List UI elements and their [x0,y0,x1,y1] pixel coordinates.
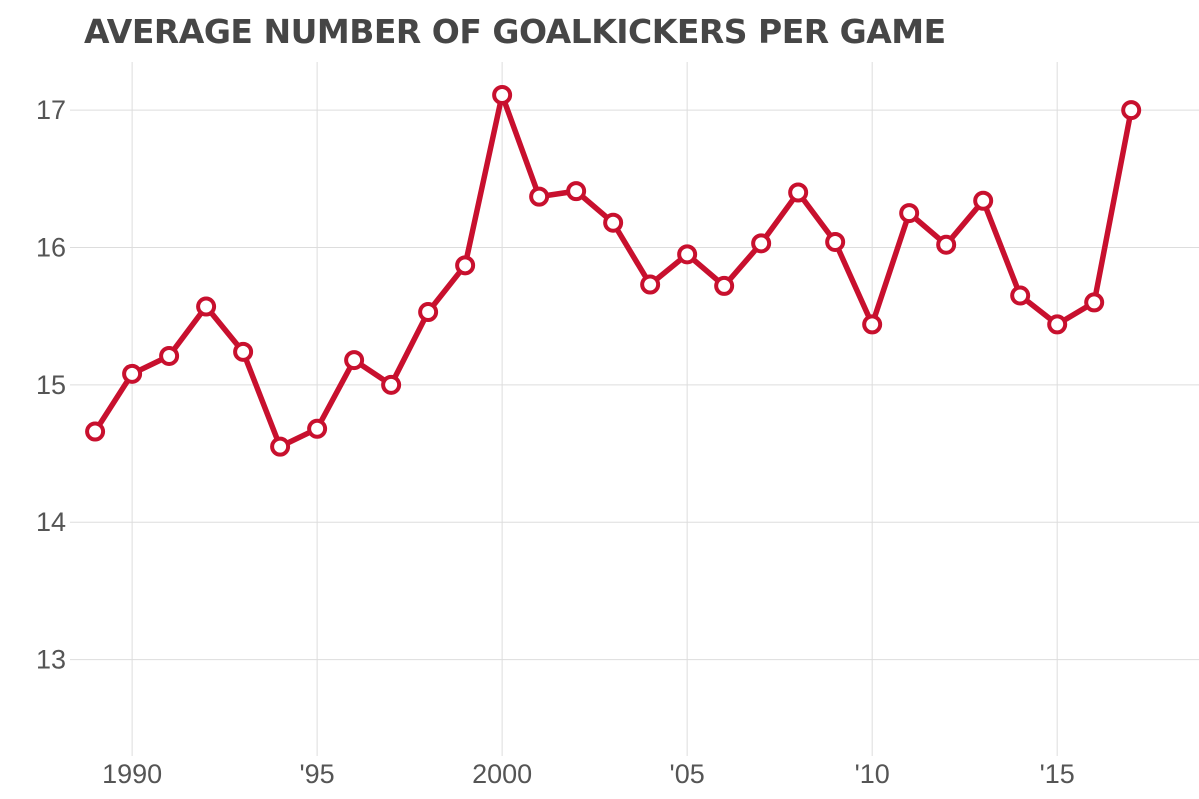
data-point [270,436,291,457]
data-point [899,203,920,224]
y-tick-label: 16 [36,232,66,262]
data-point [973,190,994,211]
data-point [1047,314,1068,335]
data-point [418,302,439,323]
y-tick-label: 14 [36,507,66,537]
chart-title: AVERAGE NUMBER OF GOALKICKERS PER GAME [84,12,946,51]
data-point [1010,285,1031,306]
data-point [862,314,883,335]
data-point [788,182,809,203]
data-point [603,212,624,233]
data-point [529,186,550,207]
data-point [751,233,772,254]
x-tick-label: 2000 [472,759,532,789]
data-point [233,341,254,362]
data-point [492,84,513,105]
x-tick-label: '05 [670,759,705,789]
x-tick-label: '10 [855,759,890,789]
data-point [455,255,476,276]
y-tick-label: 15 [36,370,66,400]
x-tick-label: '95 [300,759,335,789]
series-line [92,92,1134,450]
data-point [1084,292,1105,313]
data-point [85,421,106,442]
data-point [936,234,957,255]
axis-labels: 13 14 15 16 17 1990 '95 2000 '05 '10 '15 [36,95,1075,789]
data-point [196,296,217,317]
data-point [1121,100,1142,121]
grid-layer [70,62,1199,756]
data-point [714,275,735,296]
data-point [344,350,365,371]
x-tick-label: 1990 [102,759,162,789]
data-point [566,181,587,202]
data-point [677,244,698,265]
y-tick-label: 13 [36,645,66,675]
data-point [640,274,661,295]
data-point [825,231,846,252]
data-point [122,363,143,384]
x-tick-label: '15 [1040,759,1075,789]
data-point [307,418,328,439]
series-layer [85,84,1142,457]
y-tick-label: 17 [36,95,66,125]
data-point [159,345,180,366]
data-point [381,374,402,395]
